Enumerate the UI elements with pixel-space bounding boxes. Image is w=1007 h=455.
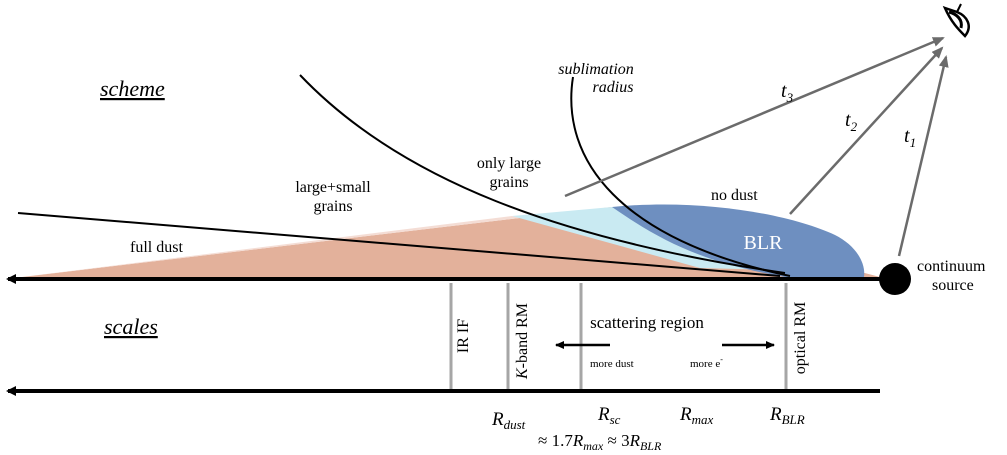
continuum-label-1: continuum (917, 258, 986, 275)
more-dust-label: more dust (590, 358, 634, 370)
t2-label: t2 (845, 109, 858, 134)
radius-relation: ≈ 1.7Rmax ≈ 3RBLR (538, 431, 662, 453)
t1-arrow (897, 55, 949, 257)
ir-if-label: IR IF (455, 319, 472, 353)
more-electrons-label: more e- (690, 355, 723, 370)
r-sc-label: Rsc (597, 404, 621, 427)
sublimation-radius-curve (570, 76, 791, 277)
large-small-label-2: grains (313, 198, 352, 215)
r-blr-label: RBLR (769, 404, 805, 427)
optical-rm-label: optical RM (792, 302, 809, 374)
large-grain-boundary-curve (299, 74, 786, 274)
blr-label: BLR (744, 232, 784, 254)
r-dust-label: Rdust (491, 409, 526, 432)
t1-label: t1 (904, 125, 916, 150)
t3-label: t3 (781, 80, 794, 105)
kband-rm-label: K-band RM (514, 303, 531, 380)
no-dust-label: no dust (711, 187, 758, 204)
r-max-label: Rmax (679, 404, 713, 427)
sublimation-label-1: sublimation (558, 61, 634, 78)
torus-upper-edge (17, 212, 781, 277)
continuum-label-2: source (932, 277, 974, 294)
scales-heading: scales (104, 314, 158, 339)
full-dust-label: full dust (130, 239, 183, 256)
sublimation-label-2: radius (593, 79, 634, 96)
eye-icon (942, 3, 970, 38)
only-large-label-2: grains (489, 174, 528, 191)
only-large-label-1: only large (477, 155, 541, 172)
scheme-heading: scheme (100, 76, 165, 101)
t3-arrow (564, 36, 945, 198)
blr-region (612, 204, 865, 277)
large-small-label-1: large+small (295, 179, 371, 196)
scattering-region-label: scattering region (590, 313, 704, 332)
t2-arrow (789, 46, 944, 215)
continuum-source-dot (879, 263, 911, 295)
